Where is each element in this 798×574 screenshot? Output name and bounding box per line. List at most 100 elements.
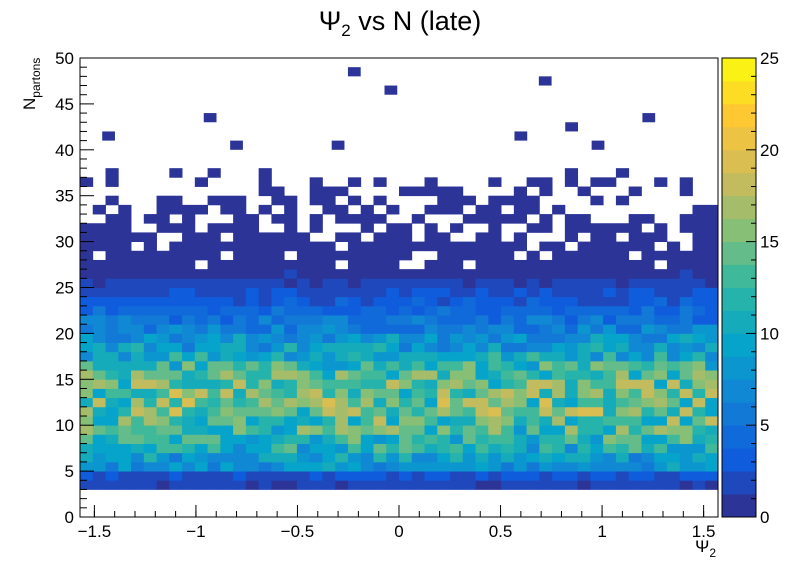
heatmap-cell bbox=[284, 259, 298, 270]
heatmap-cell bbox=[118, 287, 132, 298]
heatmap-cell bbox=[577, 296, 591, 307]
heatmap-cell bbox=[411, 342, 425, 353]
heatmap-cell bbox=[641, 214, 655, 224]
heatmap-cell bbox=[692, 241, 706, 252]
heatmap-cell bbox=[271, 434, 285, 444]
heatmap-cell bbox=[399, 452, 413, 463]
heatmap-cell bbox=[258, 168, 272, 178]
heatmap-cell bbox=[373, 250, 387, 261]
heatmap-cell bbox=[641, 232, 655, 242]
heatmap-cell bbox=[641, 388, 655, 399]
heatmap-cell bbox=[628, 461, 642, 472]
heatmap-cell bbox=[194, 296, 208, 307]
heatmap-cell bbox=[92, 351, 106, 362]
heatmap-cell bbox=[552, 471, 566, 481]
heatmap-cell bbox=[386, 397, 400, 408]
heatmap-cell bbox=[526, 480, 540, 490]
heatmap-cell bbox=[679, 250, 693, 261]
heatmap-cell bbox=[526, 425, 540, 435]
heatmap-cell bbox=[296, 416, 311, 426]
heatmap-cell bbox=[488, 416, 502, 426]
heatmap-cell bbox=[156, 223, 170, 233]
heatmap-cell bbox=[424, 406, 438, 417]
heatmap-cell bbox=[513, 232, 527, 242]
heatmap-cell bbox=[437, 471, 451, 481]
heatmap-cell bbox=[373, 370, 387, 380]
heatmap-cell bbox=[424, 452, 438, 463]
heatmap-cell bbox=[322, 250, 336, 261]
heatmap-cell bbox=[437, 443, 451, 454]
heatmap-cell bbox=[271, 416, 285, 426]
heatmap-cell bbox=[679, 269, 693, 279]
heatmap-cell bbox=[692, 278, 706, 288]
heatmap-cell bbox=[258, 351, 272, 362]
heatmap-cell bbox=[475, 370, 489, 380]
heatmap-cell bbox=[399, 379, 413, 389]
heatmap-cell bbox=[475, 471, 489, 481]
heatmap-cell bbox=[642, 113, 656, 123]
heatmap-cell bbox=[360, 315, 374, 325]
heatmap-cell bbox=[437, 388, 451, 399]
heatmap-cell bbox=[411, 333, 425, 343]
heatmap-cell bbox=[526, 443, 540, 454]
heatmap-cell bbox=[105, 471, 119, 481]
heatmap-cell bbox=[615, 195, 630, 206]
heatmap-cell bbox=[654, 250, 668, 261]
x-tick-label: −1.5 bbox=[78, 522, 112, 541]
heatmap-cell bbox=[501, 315, 515, 325]
heatmap-cell bbox=[347, 416, 362, 426]
heatmap-cell bbox=[156, 443, 170, 454]
heatmap-cell bbox=[526, 452, 540, 463]
heatmap-cell bbox=[437, 480, 451, 490]
heatmap-cell bbox=[360, 241, 374, 252]
heatmap-cell bbox=[552, 416, 566, 426]
heatmap-cell bbox=[80, 223, 94, 233]
heatmap-cell bbox=[437, 416, 451, 426]
heatmap-cell bbox=[322, 324, 336, 334]
heatmap-cell bbox=[666, 434, 681, 444]
heatmap-cell bbox=[347, 324, 362, 334]
heatmap-cell bbox=[194, 397, 208, 408]
heatmap-cell bbox=[309, 471, 323, 481]
heatmap-cell bbox=[92, 480, 106, 490]
heatmap-cell bbox=[245, 379, 260, 389]
heatmap-cell bbox=[156, 480, 170, 490]
heatmap-cell bbox=[373, 269, 387, 279]
heatmap-cell bbox=[258, 324, 272, 334]
heatmap-cell bbox=[386, 480, 400, 490]
heatmap-cell bbox=[705, 259, 719, 270]
heatmap-cell bbox=[335, 342, 349, 353]
heatmap-cell bbox=[169, 296, 183, 307]
heatmap-cell bbox=[207, 425, 221, 435]
heatmap-cell bbox=[679, 443, 693, 454]
heatmap-cell bbox=[501, 406, 515, 417]
heatmap-cell bbox=[450, 370, 464, 380]
heatmap-cell bbox=[654, 397, 668, 408]
heatmap-cell bbox=[488, 177, 502, 187]
heatmap-cell bbox=[705, 324, 719, 334]
heatmap-cell bbox=[220, 333, 234, 343]
heatmap-cell bbox=[309, 296, 323, 307]
heatmap-cell bbox=[564, 223, 579, 233]
heatmap-cell bbox=[156, 269, 170, 279]
heatmap-cell bbox=[705, 333, 719, 343]
heatmap-cell bbox=[105, 305, 119, 316]
heatmap-cell bbox=[705, 296, 719, 307]
heatmap-cell bbox=[182, 471, 196, 481]
heatmap-cell bbox=[80, 269, 94, 279]
heatmap-cell bbox=[156, 250, 170, 261]
heatmap-cell bbox=[450, 223, 464, 233]
heatmap-cell bbox=[360, 296, 374, 307]
heatmap-cell bbox=[641, 241, 655, 252]
heatmap-cell bbox=[462, 452, 476, 463]
heatmap-cell bbox=[233, 443, 247, 454]
heatmap-cell bbox=[475, 296, 489, 307]
heatmap-cell bbox=[513, 214, 527, 224]
heatmap-cell bbox=[437, 434, 451, 444]
heatmap-cell bbox=[322, 425, 336, 435]
heatmap-cell bbox=[564, 443, 579, 454]
heatmap-cell bbox=[692, 214, 706, 224]
heatmap-cell bbox=[590, 177, 604, 187]
heatmap-cell bbox=[169, 379, 183, 389]
heatmap-cell bbox=[335, 452, 349, 463]
